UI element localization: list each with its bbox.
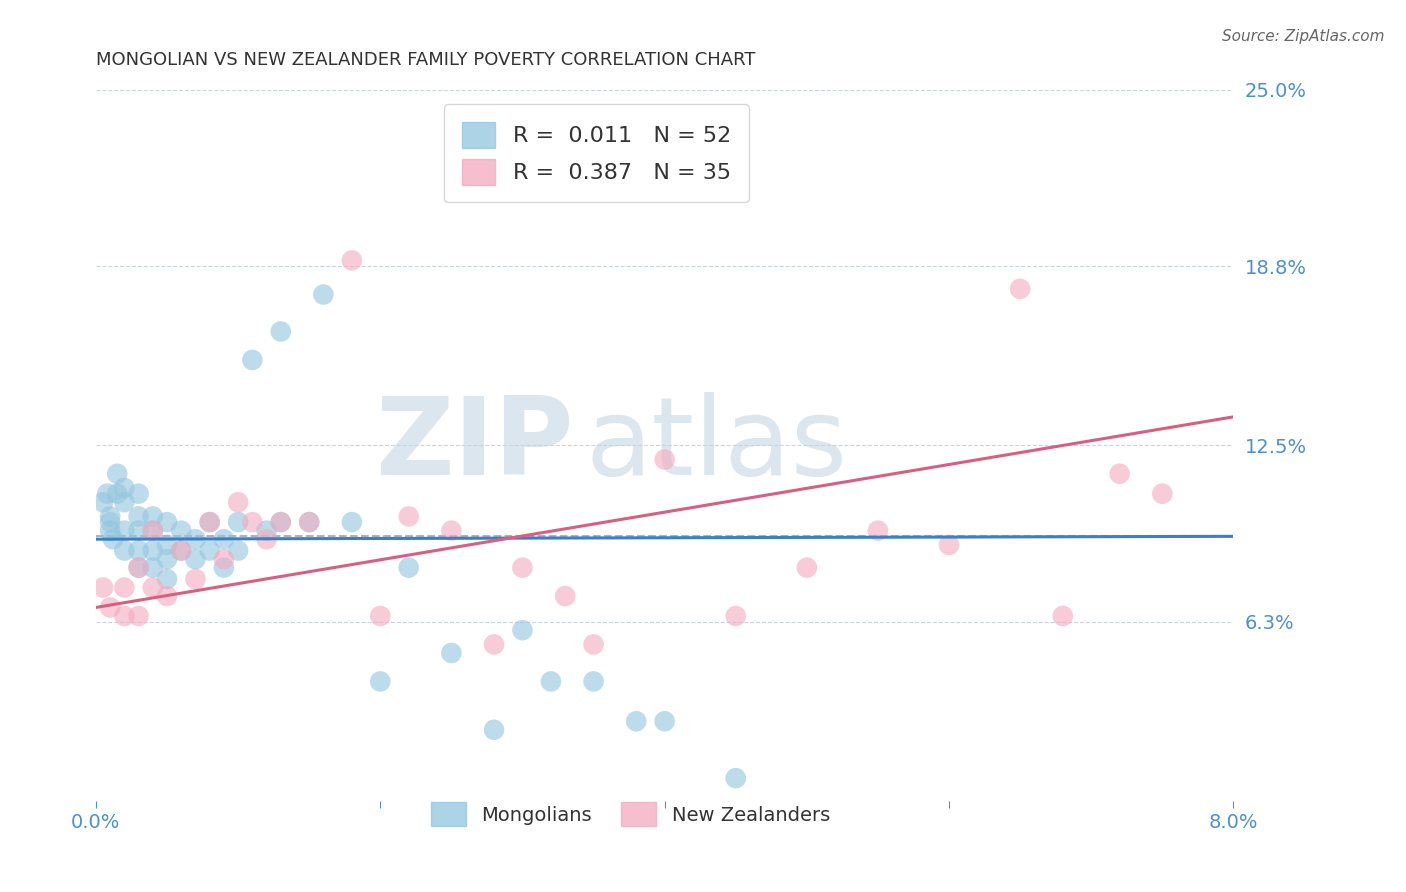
Point [156,538,179,552]
Point [340,515,363,529]
Point [128,486,150,500]
Point [270,515,292,529]
Point [184,552,207,566]
Point [654,452,676,467]
Point [128,509,150,524]
Text: MONGOLIAN VS NEW ZEALANDER FAMILY POVERTY CORRELATION CHART: MONGOLIAN VS NEW ZEALANDER FAMILY POVERT… [96,51,755,69]
Point [98,600,121,615]
Point [512,624,534,638]
Point [270,515,292,529]
Point [184,532,207,546]
Point [240,515,263,529]
Point [582,637,605,651]
Point [156,589,179,603]
Point [1052,609,1074,624]
Point [112,495,135,509]
Point [482,637,505,651]
Point [240,353,263,368]
Point [796,560,818,574]
Point [512,560,534,574]
Point [198,543,221,558]
Point [98,509,121,524]
Point [101,532,124,546]
Point [482,723,505,737]
Text: ZIP: ZIP [375,392,574,499]
Point [112,543,135,558]
Point [184,572,207,586]
Point [724,771,747,785]
Point [156,552,179,566]
Point [128,609,150,624]
Point [398,509,420,524]
Point [398,560,420,574]
Point [226,543,249,558]
Point [170,543,193,558]
Point [105,467,128,481]
Legend: Mongolians, New Zealanders: Mongolians, New Zealanders [423,795,838,834]
Point [298,515,321,529]
Point [98,524,121,538]
Point [142,524,165,538]
Point [212,552,235,566]
Point [212,532,235,546]
Point [1108,467,1130,481]
Point [156,572,179,586]
Point [105,486,128,500]
Point [112,481,135,495]
Point [440,524,463,538]
Point [540,674,562,689]
Point [256,532,278,546]
Point [142,543,165,558]
Point [440,646,463,660]
Point [582,674,605,689]
Text: Source: ZipAtlas.com: Source: ZipAtlas.com [1222,29,1385,44]
Point [112,609,135,624]
Point [212,560,235,574]
Point [142,509,165,524]
Point [198,515,221,529]
Point [170,524,193,538]
Point [142,581,165,595]
Point [198,515,221,529]
Point [112,524,135,538]
Point [96,486,118,500]
Point [128,560,150,574]
Point [170,543,193,558]
Point [112,581,135,595]
Text: atlas: atlas [585,392,846,499]
Point [91,581,114,595]
Point [724,609,747,624]
Point [142,524,165,538]
Point [98,515,121,529]
Point [226,515,249,529]
Point [626,714,648,729]
Point [142,560,165,574]
Point [128,524,150,538]
Point [554,589,576,603]
Point [298,515,321,529]
Point [938,538,960,552]
Point [128,560,150,574]
Point [312,287,335,301]
Point [226,495,249,509]
Point [368,609,391,624]
Point [340,253,363,268]
Point [1152,486,1174,500]
Point [156,515,179,529]
Point [866,524,889,538]
Point [1010,282,1032,296]
Point [91,495,114,509]
Point [368,674,391,689]
Point [654,714,676,729]
Point [256,524,278,538]
Point [128,543,150,558]
Point [270,325,292,339]
